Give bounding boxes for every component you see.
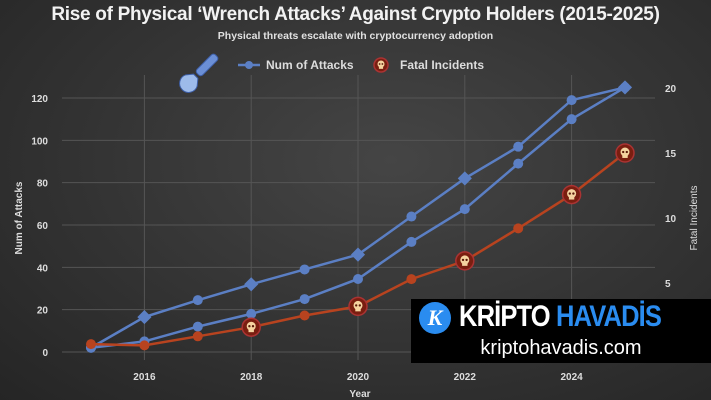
skull-icon [348,296,368,317]
data-point [192,321,203,332]
legend-fatal-label: Fatal Incidents [400,58,484,72]
skull-head [460,255,470,265]
skull-icon [373,57,389,73]
wrench-head [179,73,199,93]
x-tick-label: 2022 [454,372,477,383]
y-tick-label: 40 [37,263,49,274]
watermark-url: kriptohavadis.com [480,337,642,359]
skull-eye [461,258,465,262]
y-tick-label: 20 [37,306,49,317]
watermark: K KRİPTO HAVADİS kriptohavadis.com [411,299,711,363]
skull-eye [355,304,358,307]
data-point-diamond [137,310,152,325]
legend-attacks-marker [245,61,253,69]
watermark-logo-icon: K [419,302,451,334]
skull-jaw [622,154,628,158]
skull-eye [572,192,575,195]
y-right-tick-label: 5 [665,279,671,290]
data-point [246,308,257,319]
y-right-tick-label: 20 [665,84,677,95]
y-right-tick-label: 10 [665,214,677,225]
skull-head [567,189,577,199]
y-tick-label: 0 [42,348,48,359]
y-tick-label: 60 [37,221,49,232]
skull-icon [241,317,261,337]
data-point [513,141,524,152]
wrench-handle [195,53,219,77]
data-point-diamond [350,247,366,262]
data-point [192,331,203,342]
data-point [566,114,577,125]
y-right-tick-label: 15 [665,149,677,160]
y-axis-label: Num of Attacks [14,181,25,254]
skull-head [353,300,363,310]
data-point-diamond [244,277,259,292]
data-point [192,295,203,306]
data-point [406,236,417,247]
data-point-diamond [457,171,472,186]
legend-attacks-label: Num of Attacks [266,58,354,72]
data-point [513,223,524,234]
skull-icon [455,251,475,271]
data-point [620,82,630,93]
data-point [299,294,310,305]
skull-eye [381,63,384,65]
data-point [299,264,310,275]
brand-part-a: KRİPTO [459,300,551,333]
skull-head [246,321,256,331]
y-tick-label: 100 [31,136,48,147]
chart-subtitle: Physical threats escalate with cryptocur… [217,30,494,42]
skull-eye [568,192,571,195]
data-point [86,339,96,350]
y-tick-label: 120 [31,94,48,105]
skull-eye [622,150,625,154]
skull-jaw [568,196,575,200]
chart-title: Rise of Physical ‘Wrench Attacks’ Agains… [51,4,660,25]
skull-jaw [248,329,254,333]
wrench-icon [179,53,219,93]
skull-jaw [378,66,384,69]
x-tick-label: 2016 [133,372,156,383]
skull-jaw [462,262,468,266]
watermark-brand: KRİPTO HAVADİS [459,300,662,334]
x-tick-label: 2020 [347,372,370,383]
skull-jaw [355,308,361,312]
data-point [566,95,577,106]
skull-eye [248,325,251,328]
data-point [513,158,524,169]
brand-part-b: HAVADİS [556,300,662,333]
skull-head [620,147,630,157]
skull-eye [378,63,381,65]
data-point [406,274,417,285]
data-point [299,310,310,321]
x-tick-label: 2024 [560,372,583,383]
data-point [459,204,470,215]
skull-icon [615,143,635,163]
skull-eye [358,304,361,307]
data-point [406,211,417,222]
skull-head [377,60,385,68]
y-right-axis-label: Fatal Incidents [689,185,700,250]
data-point [353,273,363,284]
skull-icon [561,184,582,205]
x-tick-label: 2018 [240,372,263,383]
x-axis-label: Year [349,389,370,400]
skull-eye [625,150,628,154]
data-point [139,340,150,351]
skull-eye [251,325,255,328]
skull-eye [465,258,468,262]
y-tick-label: 80 [37,179,49,190]
